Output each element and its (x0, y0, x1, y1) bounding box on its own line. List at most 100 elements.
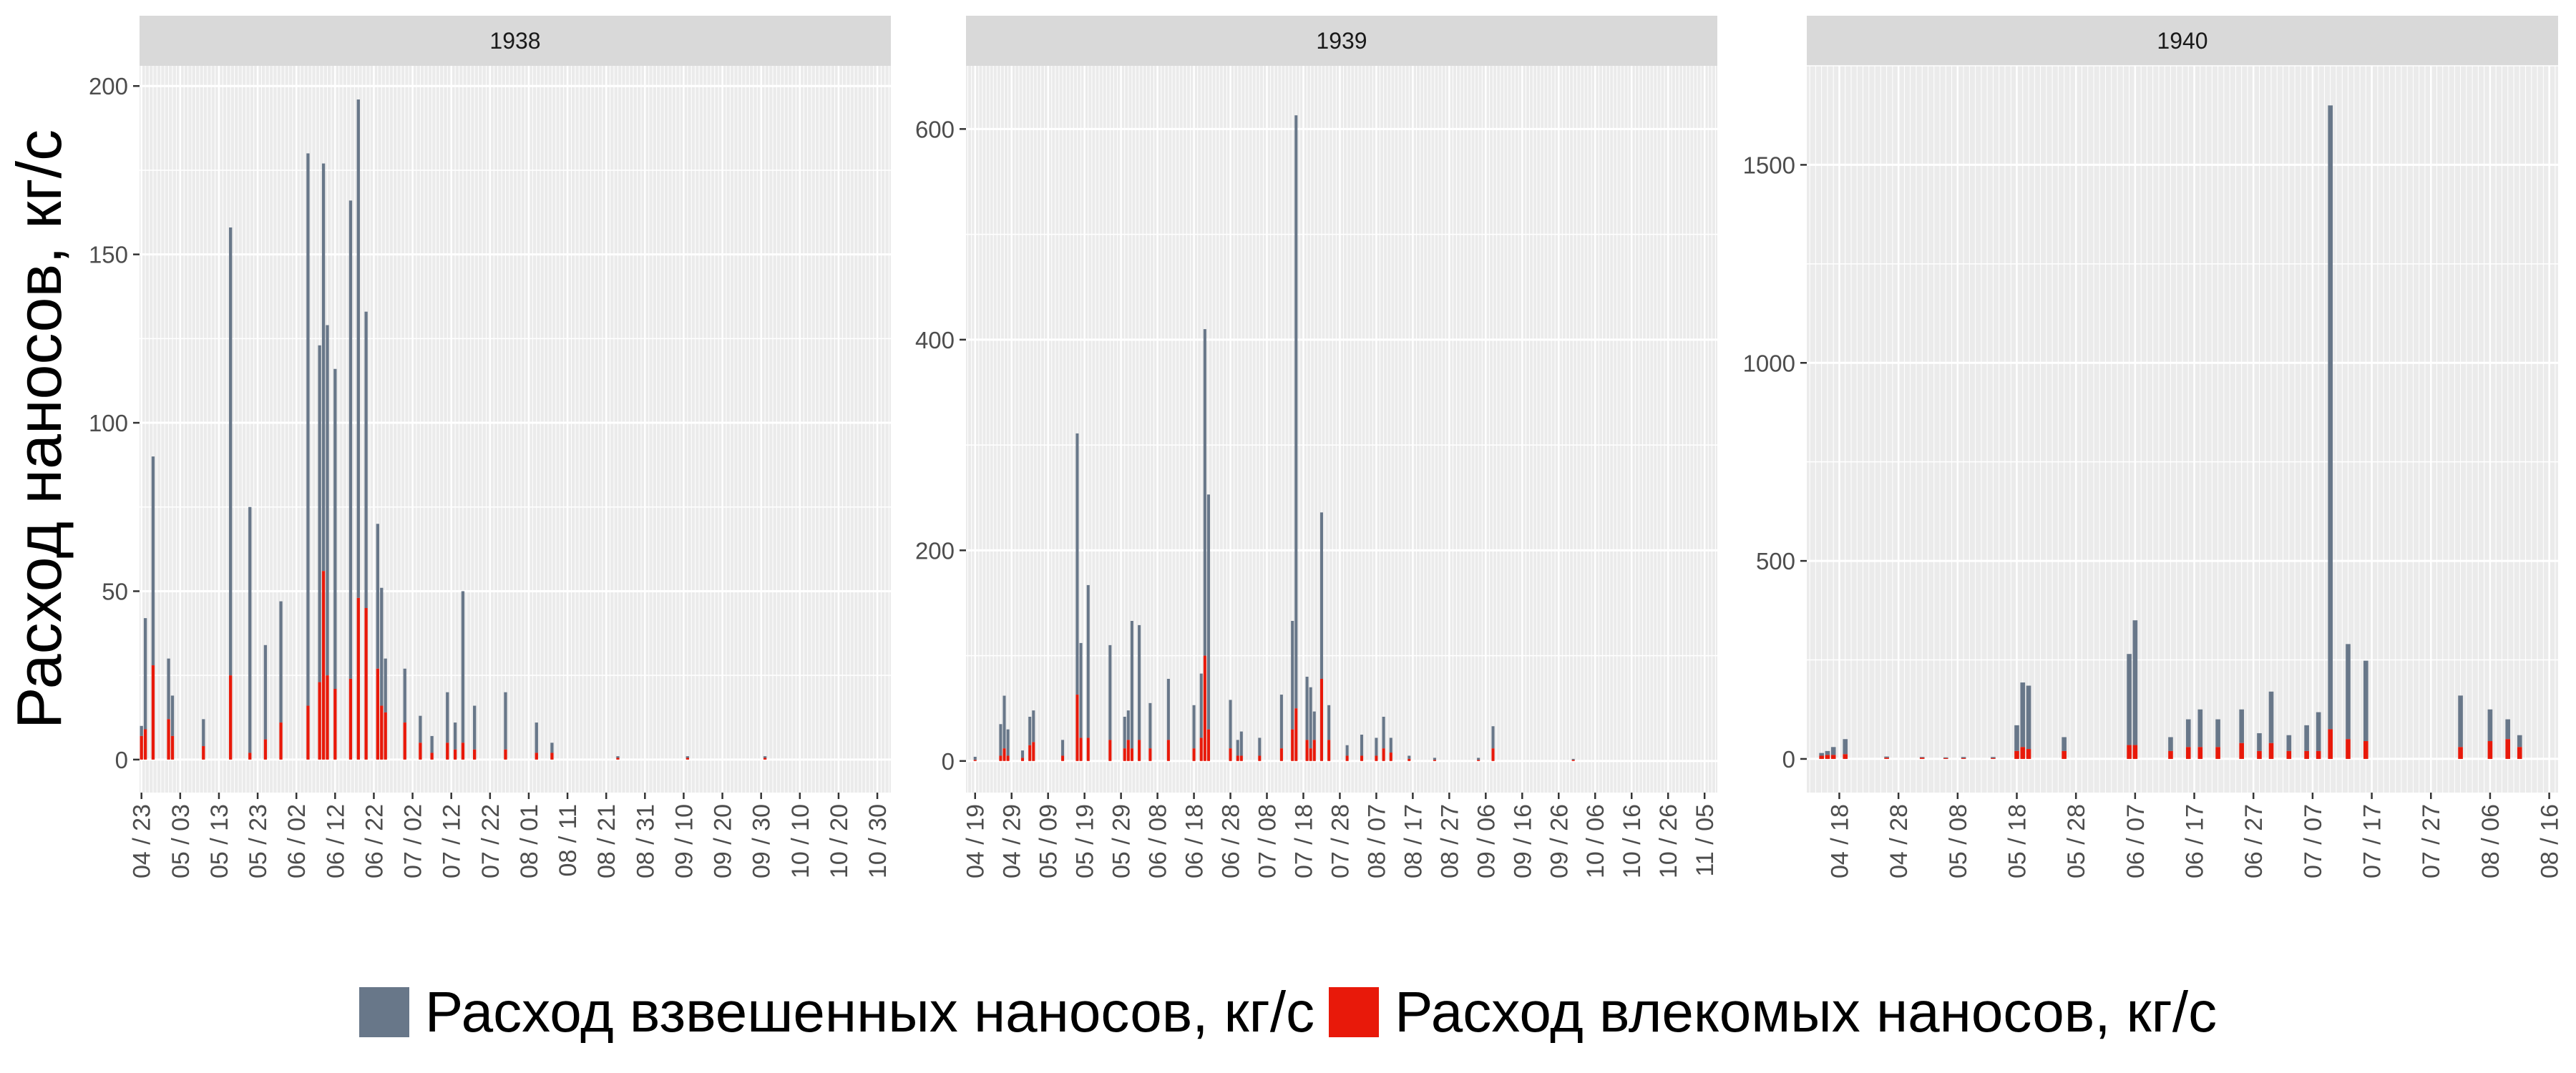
bar-bedload (167, 719, 170, 760)
bar-suspended (2346, 644, 2351, 740)
x-tick-label: 10 / 20 (826, 804, 853, 878)
bar-suspended (1961, 757, 1966, 758)
bar-bedload (2168, 750, 2173, 759)
bar-bedload (1028, 745, 1032, 761)
bar-suspended (2304, 725, 2309, 751)
legend-label-suspended: Расход взвешенных наносов, кг/с (424, 980, 1315, 1044)
bar-bedload (2026, 749, 2031, 759)
x-tick-label: 07 / 17 (2359, 804, 2386, 878)
x-tick-label: 09 / 10 (670, 804, 698, 878)
bar-suspended (279, 601, 283, 723)
x-tick-label: 04 / 18 (1826, 804, 1853, 878)
bar-suspended (2316, 712, 2321, 751)
bar-suspended (202, 719, 205, 747)
bar-suspended (2127, 654, 2132, 745)
bar-suspended (1389, 738, 1392, 753)
bar-suspended (2328, 105, 2333, 730)
bar-bedload (1491, 748, 1495, 761)
bar-bedload (2020, 747, 2026, 759)
bar-suspended (151, 456, 155, 666)
x-tick-label: 05 / 29 (1108, 804, 1136, 878)
x-tick-label: 07 / 18 (1290, 804, 1317, 878)
x-tick-label: 06 / 28 (1218, 804, 1245, 878)
bar-bedload (550, 753, 554, 760)
bar-suspended (376, 524, 380, 669)
x-tick-label: 05 / 13 (206, 804, 233, 878)
x-tick-label: 04 / 19 (962, 804, 990, 878)
bar-suspended (616, 756, 620, 758)
bar-suspended (1206, 494, 1210, 730)
x-tick-label: 06 / 18 (1181, 804, 1209, 878)
bar-suspended (2020, 682, 2026, 748)
bar-suspended (364, 311, 368, 608)
bar-bedload (999, 755, 1002, 761)
bar-bedload (2132, 745, 2138, 759)
bar-bedload (1130, 748, 1133, 761)
legend-swatch-bedload (1329, 987, 1380, 1037)
bar-bedload (1006, 755, 1010, 761)
bar-suspended (318, 345, 321, 682)
bar-bedload (419, 743, 422, 760)
bar-suspended (403, 668, 406, 723)
bar-suspended (1830, 747, 1836, 755)
bar-bedload (2505, 739, 2511, 759)
x-tick-label: 04 / 29 (999, 804, 1026, 878)
bar-suspended (1279, 695, 1283, 749)
bar-bedload (1203, 655, 1206, 761)
bar-suspended (2286, 735, 2292, 751)
y-tick-label: 200 (89, 73, 128, 99)
x-tick-label: 07 / 02 (400, 804, 427, 878)
bar-suspended (1991, 757, 1996, 758)
y-tick-label: 100 (89, 410, 128, 436)
y-tick-label: 1500 (1743, 152, 1795, 178)
bar-suspended (2363, 660, 2368, 742)
x-tick-label: 08 / 16 (2537, 804, 2564, 878)
panel-1939: 1939 0 200 400 600 04 / 19 04 / 29 05 / 09 05 / … (915, 16, 1719, 878)
legend: Расход взвешенных наносов, кг/с Расход в… (0, 962, 2576, 1062)
x-tick-label: 07 / 12 (439, 804, 466, 878)
bar-bedload (384, 712, 387, 760)
bar-suspended (1319, 512, 1324, 679)
bar-bedload (2458, 747, 2463, 759)
bar-bedload (1020, 758, 1025, 761)
x-tick-label: 10 / 06 (1582, 804, 1609, 878)
bar-suspended (1079, 642, 1083, 738)
x-tick-label: 09 / 26 (1546, 804, 1573, 878)
bar-suspended (763, 756, 767, 758)
bar-bedload (2185, 747, 2191, 759)
bar-suspended (2517, 735, 2522, 748)
bar-bedload (1345, 755, 1349, 761)
bar-suspended (1199, 673, 1203, 738)
bar-bedload (1002, 748, 1006, 761)
bar-bedload (326, 675, 329, 760)
bar-bedload (1305, 740, 1309, 761)
bar-suspended (2062, 737, 2067, 751)
bar-bedload (1138, 740, 1141, 761)
bar-bedload (686, 758, 690, 760)
bar-suspended (1345, 745, 1349, 756)
bar-suspended (973, 756, 977, 760)
x-tick-label: 08 / 01 (516, 804, 543, 878)
x-tick-label: 04 / 28 (1885, 804, 1913, 878)
bar-bedload (1819, 755, 1824, 759)
bar-suspended (2185, 719, 2191, 748)
bar-bedload (1319, 678, 1324, 761)
bar-bedload (1884, 758, 1889, 759)
bar-suspended (1075, 433, 1079, 695)
bar-suspended (1166, 678, 1170, 740)
y-tick-label: 600 (915, 116, 955, 142)
x-tick-label: 10 / 16 (1619, 804, 1646, 878)
y-tick-label: 200 (915, 537, 955, 564)
bar-bedload (1309, 748, 1312, 761)
x-tick-label: 05 / 03 (167, 804, 195, 878)
bar-bedload (763, 758, 767, 760)
bar-suspended (1032, 710, 1035, 743)
y-tick-label: 500 (1756, 548, 1795, 574)
bar-bedload (1148, 748, 1152, 761)
bar-bedload (1061, 755, 1065, 761)
bar-bedload (348, 678, 353, 760)
bar-suspended (1148, 702, 1152, 749)
bar-bedload (2286, 750, 2292, 759)
bar-bedload (333, 688, 337, 760)
bar-bedload (1327, 740, 1331, 761)
